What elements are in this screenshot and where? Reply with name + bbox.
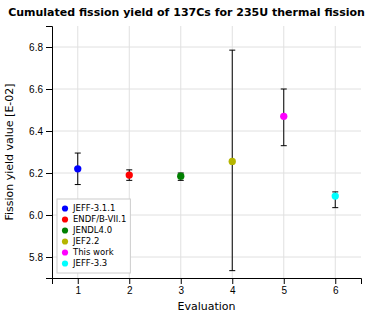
- point: [332, 192, 339, 199]
- error-cap: [229, 50, 235, 51]
- point: [229, 158, 236, 165]
- error-cap: [332, 191, 338, 192]
- y-axis-label: Fission yield value [E-02]: [3, 83, 16, 220]
- tick-mark: [181, 278, 182, 284]
- tick: 6.2: [29, 168, 52, 179]
- error-cap: [281, 145, 287, 146]
- grid-line: [180, 26, 181, 278]
- tick: 6.0: [29, 210, 52, 221]
- legend-box: [57, 199, 130, 273]
- tick-label: 2: [127, 285, 133, 296]
- series: [126, 170, 133, 181]
- tick-label: 6.0: [29, 210, 43, 221]
- grid: [52, 26, 361, 278]
- grid-line: [52, 47, 361, 48]
- tick-mark: [46, 47, 52, 48]
- legend-label: JENDL4.0: [72, 225, 112, 235]
- x-axis-label: Evaluation: [177, 300, 235, 313]
- axis-line: [53, 279, 362, 285]
- legend-swatch: [62, 249, 68, 255]
- tick: 6: [333, 278, 339, 296]
- legend-swatch: [62, 260, 68, 266]
- tick: 5.8: [29, 252, 52, 263]
- legend-label: ENDF/B-VII.1: [73, 214, 126, 224]
- legend-swatch: [62, 238, 68, 244]
- y-axis: 5.8 6.0 6.2 6.4 6.6 6.8: [29, 27, 52, 279]
- point: [177, 172, 184, 179]
- grid-line: [52, 89, 361, 90]
- error-cap: [126, 169, 132, 170]
- legend-label: This work: [72, 247, 114, 257]
- tick-label: 6: [333, 285, 339, 296]
- series: [332, 192, 339, 208]
- x-axis: 1 2 3 4 5 6: [53, 278, 362, 296]
- tick-label: 6.4: [29, 126, 43, 137]
- tick: 6.8: [29, 42, 52, 53]
- tick-mark: [46, 131, 52, 132]
- error-cap: [229, 270, 235, 271]
- tick-mark: [46, 173, 52, 174]
- tick-mark: [335, 278, 336, 284]
- point: [280, 113, 287, 120]
- tick: 1: [75, 278, 81, 296]
- grid-line: [283, 26, 284, 278]
- point: [74, 165, 81, 172]
- tick-label: 5.8: [29, 252, 43, 263]
- series: [74, 153, 81, 185]
- tick-mark: [46, 215, 52, 216]
- tick-mark: [46, 257, 52, 258]
- axis-line: [46, 27, 53, 279]
- grid-line: [52, 173, 361, 174]
- grid-line: [335, 26, 336, 278]
- error-cap: [178, 180, 184, 181]
- tick-label: 1: [75, 285, 81, 296]
- tick-mark: [129, 278, 130, 284]
- tick: 4: [230, 278, 236, 296]
- tick: 6.4: [29, 126, 52, 137]
- tick-label: 6.2: [29, 168, 43, 179]
- error-cap: [332, 207, 338, 208]
- tick: 2: [127, 278, 133, 296]
- tick-mark: [232, 278, 233, 284]
- tick-mark: [284, 278, 285, 284]
- grid-line: [52, 131, 361, 132]
- tick: 3: [178, 278, 184, 296]
- tick-label: 4: [230, 285, 236, 296]
- error-cap: [75, 153, 81, 154]
- legend-swatch: [62, 227, 68, 233]
- legend-label: JEFF-3.3: [72, 258, 107, 268]
- tick: 5: [281, 278, 287, 296]
- series: [280, 89, 287, 146]
- legend-swatch: [62, 205, 68, 211]
- error-cap: [75, 184, 81, 185]
- point: [126, 171, 133, 178]
- tick: 6.6: [29, 84, 52, 95]
- legend-label: JEF2.2: [72, 236, 99, 246]
- error-cap: [126, 180, 132, 181]
- series: [229, 50, 236, 271]
- tick-label: 6.6: [29, 84, 43, 95]
- title: Cumulated fission yield of 137Cs for 235…: [8, 6, 365, 19]
- error-cap: [281, 89, 287, 90]
- tick-label: 5: [281, 285, 287, 296]
- tick-mark: [78, 278, 79, 284]
- tick-mark: [46, 89, 52, 90]
- tick-label: 6.8: [29, 42, 43, 53]
- tick-label: 3: [178, 285, 184, 296]
- chart: 1 2 3 4 5 6 5.8 6.0 6.2 6.4 6.6 6.8 Cumulated fissio…: [0, 0, 373, 316]
- legend-label: JEFF-3.1.1: [72, 203, 115, 213]
- legend: JEFF-3.1.1ENDF/B-VII.1JENDL4.0JEF2.2This…: [57, 199, 130, 273]
- legend-swatch: [62, 216, 68, 222]
- series: [177, 172, 184, 180]
- grid-line: [232, 26, 233, 278]
